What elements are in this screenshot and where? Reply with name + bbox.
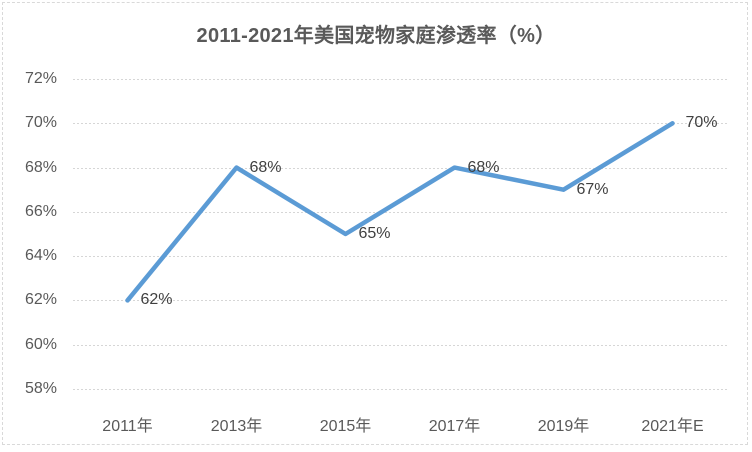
y-axis-tick-label: 60% — [24, 335, 57, 353]
data-label: 65% — [358, 225, 391, 242]
gridline — [73, 167, 727, 169]
y-axis-tick-label: 68% — [24, 158, 57, 176]
gridline — [73, 256, 727, 258]
gridline — [73, 123, 727, 125]
data-label: 70% — [685, 114, 718, 132]
chart-title: 2011-2021年美国宠物家庭渗透率（%） — [196, 25, 556, 47]
x-axis-tick-label: 2021年E — [641, 418, 704, 435]
y-axis-tick-label: 64% — [24, 247, 57, 265]
y-axis-tick-label: 58% — [24, 380, 57, 397]
x-axis-tick-label: 2017年 — [428, 418, 481, 435]
plot-area: 72% 70% 68% 66% 64% 62% 60% 58% 2011年 2013年 2015年 2… — [25, 70, 727, 435]
gridline — [73, 344, 727, 346]
data-label: 67% — [576, 180, 609, 198]
y-axis-tick-label: 66% — [24, 202, 57, 220]
x-axis-tick-label: 2011年 — [102, 418, 153, 435]
data-label: 62% — [140, 291, 173, 309]
y-axis-tick-label: 70% — [24, 114, 57, 132]
x-axis-tick-label: 2013年 — [210, 418, 263, 435]
gridline — [73, 389, 727, 390]
y-axis-tick-label: 72% — [24, 70, 57, 87]
data-label: 68% — [249, 158, 282, 176]
line-path — [125, 121, 675, 303]
line-series — [125, 121, 675, 303]
gridline — [73, 79, 727, 80]
y-axis-tick-label: 62% — [24, 291, 57, 309]
x-axis-tick-label: 2019年 — [537, 418, 590, 435]
data-label: 68% — [467, 158, 500, 176]
gridline — [73, 211, 727, 213]
gridline — [73, 300, 727, 302]
x-axis-tick-label: 2015年 — [319, 418, 372, 435]
